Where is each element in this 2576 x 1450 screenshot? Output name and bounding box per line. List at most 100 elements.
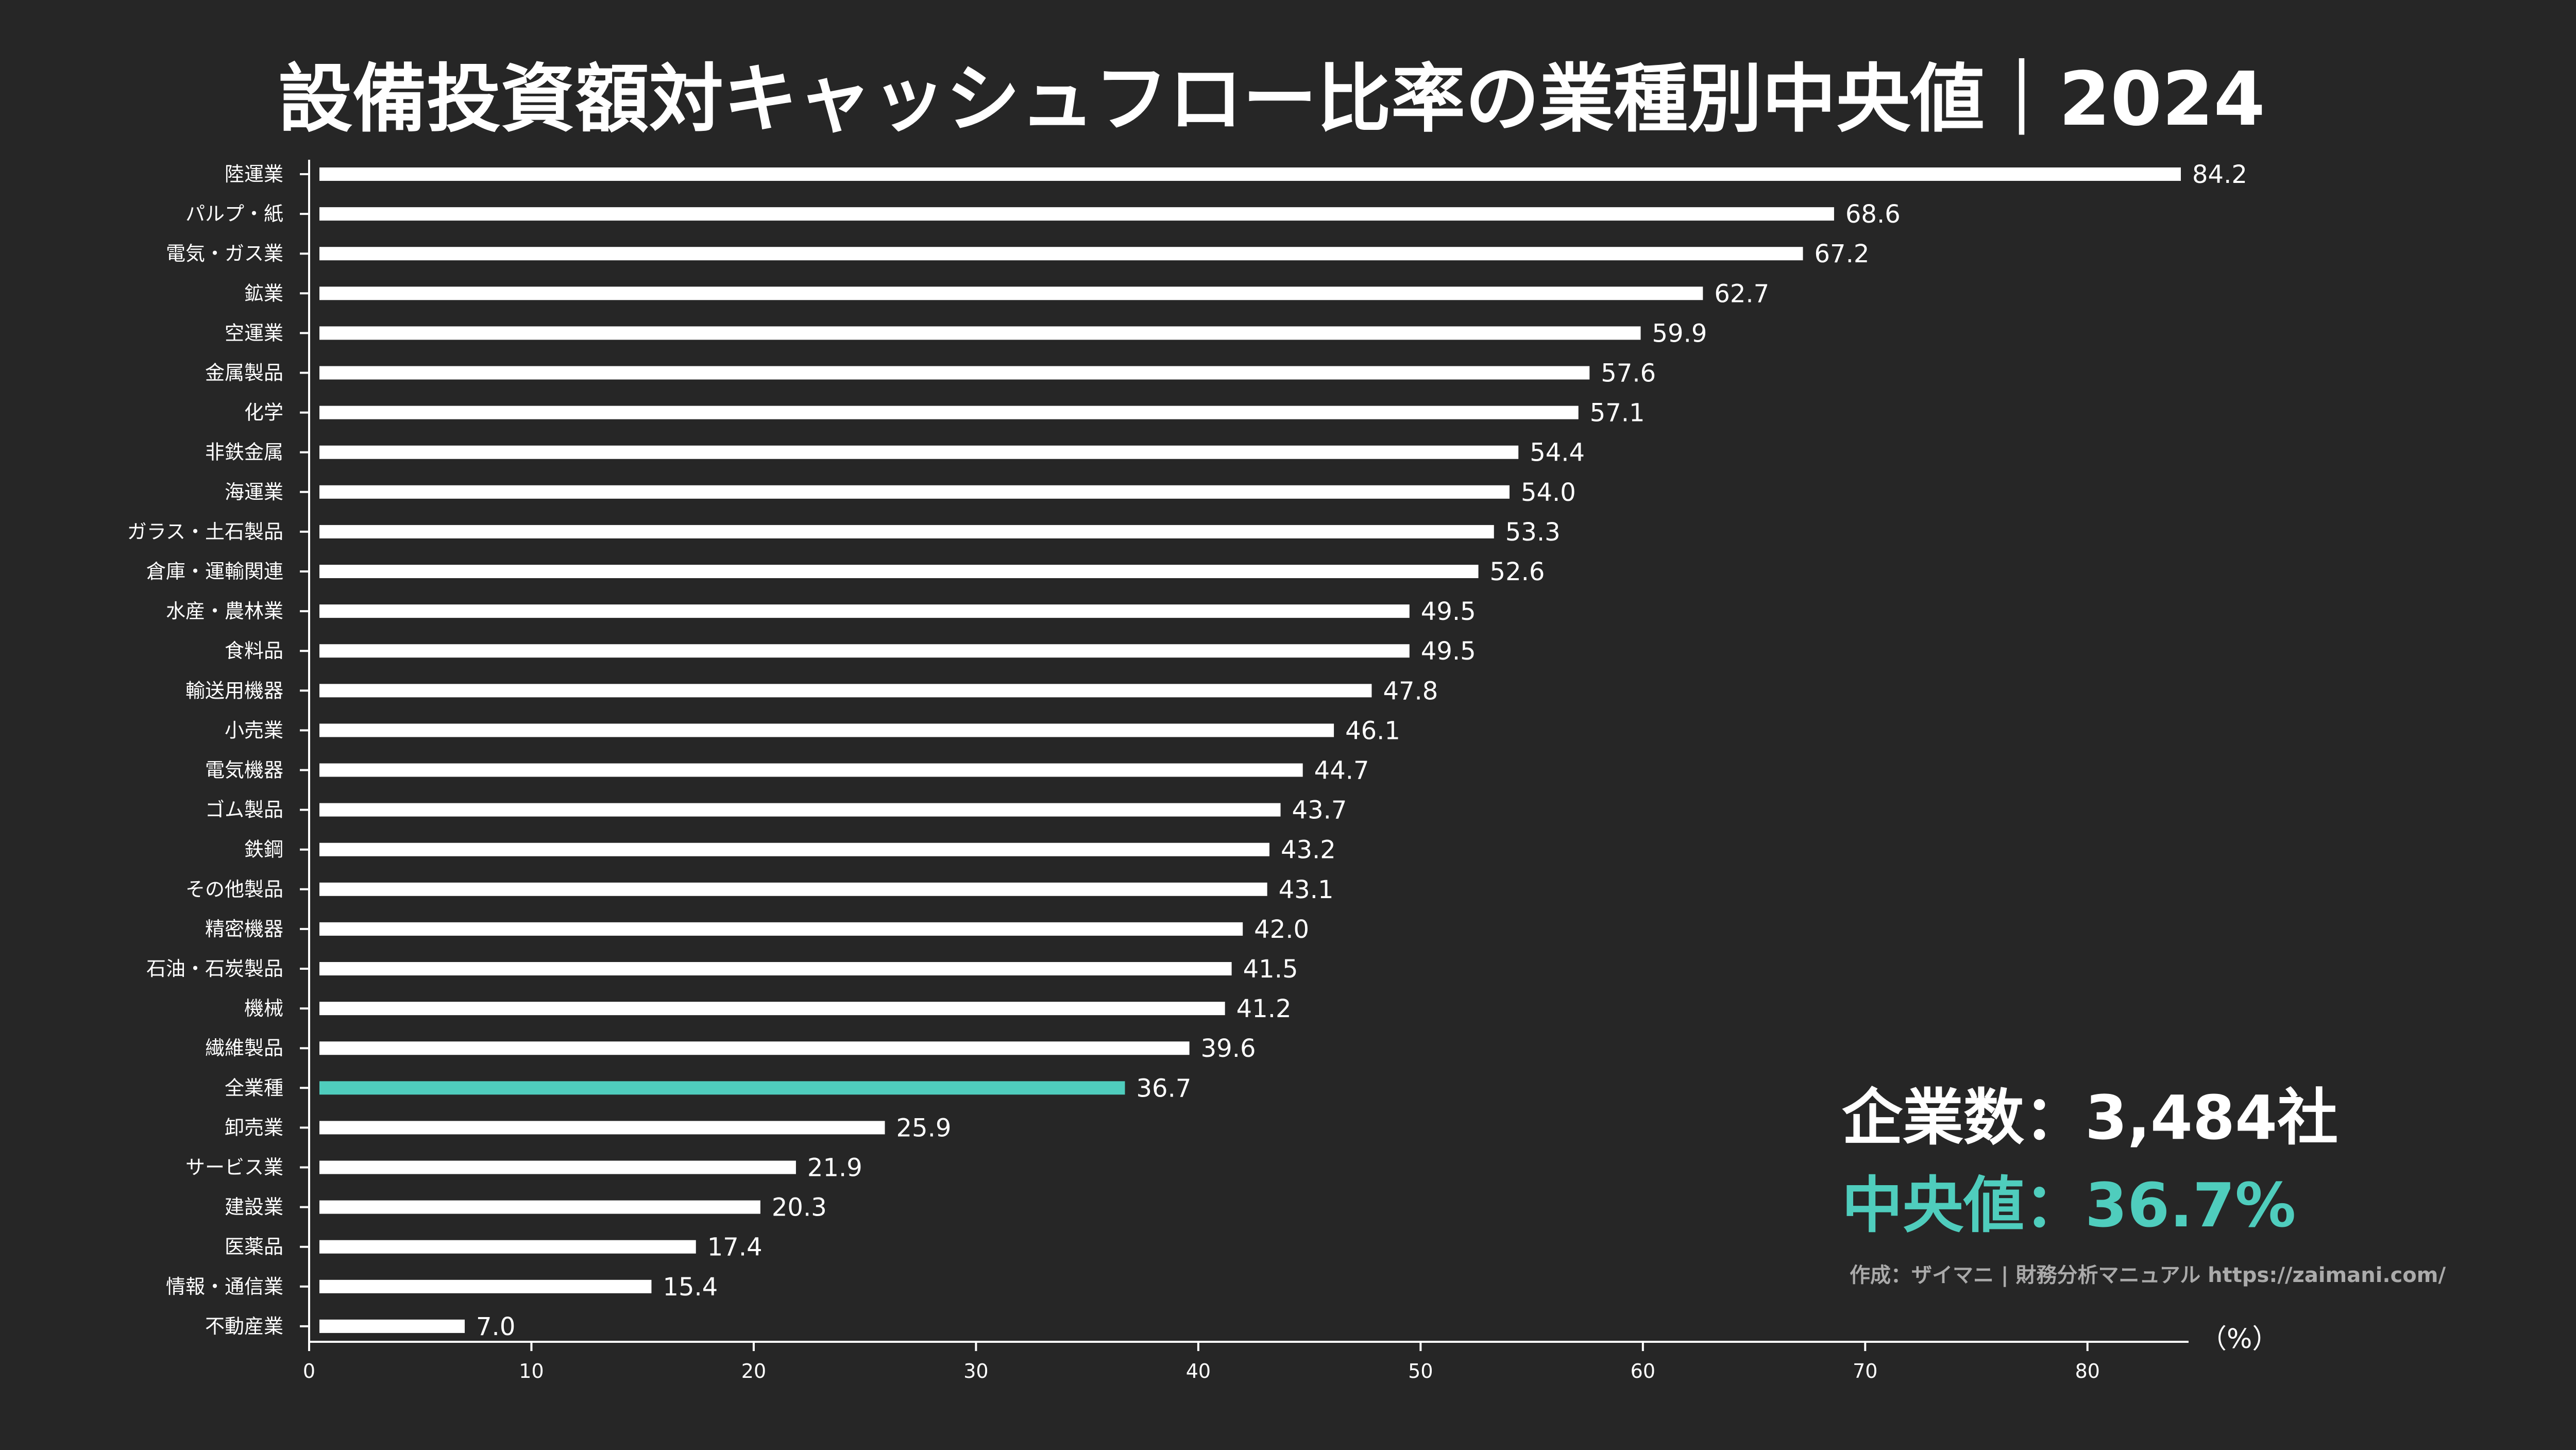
- chart-title: 設備投資額対キャッシュフロー比率の業種別中央値｜2024: [278, 56, 2265, 142]
- category-label: 金属製品: [205, 362, 283, 384]
- value-label: 43.2: [1281, 836, 1336, 865]
- value-label: 41.5: [1243, 955, 1298, 984]
- bar: [319, 1279, 652, 1293]
- bar: [319, 723, 1334, 737]
- category-label: 全業種: [225, 1076, 283, 1099]
- x-tick-label: 60: [1631, 1360, 1655, 1382]
- category-label: 繊維製品: [205, 1037, 283, 1059]
- bar: [319, 1240, 696, 1254]
- bar: [319, 445, 1519, 459]
- value-label: 21.9: [807, 1154, 862, 1183]
- category-label: 鉱業: [244, 282, 283, 305]
- x-tick-label: 20: [741, 1360, 766, 1382]
- bar: [319, 1319, 465, 1333]
- value-label: 42.0: [1254, 915, 1309, 944]
- value-label: 49.5: [1421, 637, 1476, 666]
- x-axis-unit-label: （%）: [2200, 1324, 2279, 1355]
- value-label: 15.4: [663, 1273, 718, 1302]
- value-label: 68.6: [1845, 200, 1901, 229]
- bars-layer: 陸運業 84.2 パルプ・紙 68.6 電気・ガス業 67.2 鉱業 62.7 空運業 59.9 金…: [127, 160, 2247, 1341]
- bar: [319, 1041, 1190, 1055]
- value-label: 47.8: [1383, 677, 1438, 705]
- category-label: 石油・石炭製品: [146, 957, 283, 980]
- category-label: 食料品: [225, 639, 283, 662]
- value-label: 57.6: [1601, 359, 1656, 388]
- category-label: ガラス・土石製品: [127, 520, 283, 543]
- value-label: 39.6: [1201, 1034, 1256, 1063]
- category-label: 非鉄金属: [205, 441, 283, 464]
- bar: [319, 604, 1410, 618]
- bar: [319, 1160, 796, 1174]
- bar: [319, 842, 1269, 856]
- bar: [319, 1002, 1225, 1016]
- value-label: 41.2: [1236, 994, 1292, 1023]
- bar: [319, 922, 1243, 936]
- category-label: パルプ・紙: [185, 203, 283, 225]
- value-label: 54.0: [1521, 478, 1576, 507]
- category-label: 空運業: [225, 322, 283, 344]
- value-label: 43.1: [1279, 875, 1334, 904]
- bar: [319, 803, 1281, 817]
- x-tick-label: 30: [963, 1360, 988, 1382]
- value-label: 46.1: [1345, 716, 1400, 745]
- bar: [319, 207, 1834, 221]
- category-label: 電気・ガス業: [166, 242, 283, 265]
- value-label: 57.1: [1590, 399, 1645, 428]
- category-label: 倉庫・運輸関連: [146, 560, 283, 583]
- credit-text: 作成：ザイマニ | 財務分析マニュアル https://zaimani.com/: [1850, 1263, 2446, 1288]
- x-tick-label: 0: [303, 1360, 315, 1382]
- value-label: 52.6: [1490, 558, 1545, 586]
- category-label: 精密機器: [205, 918, 283, 940]
- category-label: 鉄鋼: [244, 838, 283, 861]
- bar: [319, 1200, 760, 1214]
- x-tick-label: 50: [1408, 1360, 1433, 1382]
- axis-layer: 0 10 20 30 40 50 60 70 80: [300, 160, 2189, 1382]
- bar: [319, 326, 1641, 340]
- category-label: サービス業: [185, 1156, 283, 1179]
- category-label: 輸送用機器: [185, 679, 283, 702]
- category-label: 機械: [244, 997, 283, 1020]
- median-stat: 中央値：36.7%: [1842, 1170, 2296, 1241]
- bar: [319, 882, 1267, 896]
- x-tick-label: 80: [2075, 1360, 2100, 1382]
- category-label: 海運業: [225, 481, 283, 503]
- category-label: 小売業: [225, 719, 283, 741]
- value-label: 59.9: [1652, 319, 1707, 348]
- category-label: 陸運業: [225, 163, 283, 186]
- bar: [319, 406, 1579, 419]
- bar: [319, 565, 1479, 578]
- value-label: 53.3: [1505, 518, 1561, 547]
- bar: [319, 167, 2181, 181]
- bar: [319, 962, 1232, 975]
- value-label: 62.7: [1714, 279, 1769, 308]
- value-label: 7.0: [476, 1312, 515, 1341]
- x-tick-label: 40: [1186, 1360, 1211, 1382]
- bar: [319, 485, 1510, 499]
- value-label: 25.9: [896, 1114, 952, 1142]
- company-count-stat: 企業数：3,484社: [1842, 1082, 2338, 1153]
- bar: [319, 286, 1703, 300]
- category-label: 医薬品: [225, 1236, 283, 1258]
- value-label: 54.4: [1530, 439, 1585, 467]
- bar: [319, 1121, 885, 1135]
- category-label: その他製品: [185, 878, 283, 901]
- category-label: 化学: [244, 401, 283, 424]
- x-tick-label: 10: [519, 1360, 544, 1382]
- bar: [319, 247, 1803, 261]
- value-label: 49.5: [1421, 597, 1476, 626]
- bar: [319, 684, 1372, 698]
- value-label: 44.7: [1314, 756, 1369, 785]
- category-label: 情報・通信業: [166, 1275, 283, 1298]
- x-tick-label: 70: [1853, 1360, 1877, 1382]
- category-label: 電気機器: [205, 759, 283, 782]
- category-label: 水産・農林業: [166, 600, 283, 622]
- bar: [319, 525, 1494, 538]
- category-label: 建設業: [225, 1196, 283, 1219]
- category-label: 不動産業: [205, 1315, 283, 1338]
- value-label: 20.3: [772, 1193, 827, 1222]
- category-label: ゴム製品: [205, 799, 283, 821]
- bar-highlight: [319, 1081, 1125, 1095]
- value-label: 36.7: [1137, 1074, 1192, 1103]
- value-label: 43.7: [1292, 796, 1347, 825]
